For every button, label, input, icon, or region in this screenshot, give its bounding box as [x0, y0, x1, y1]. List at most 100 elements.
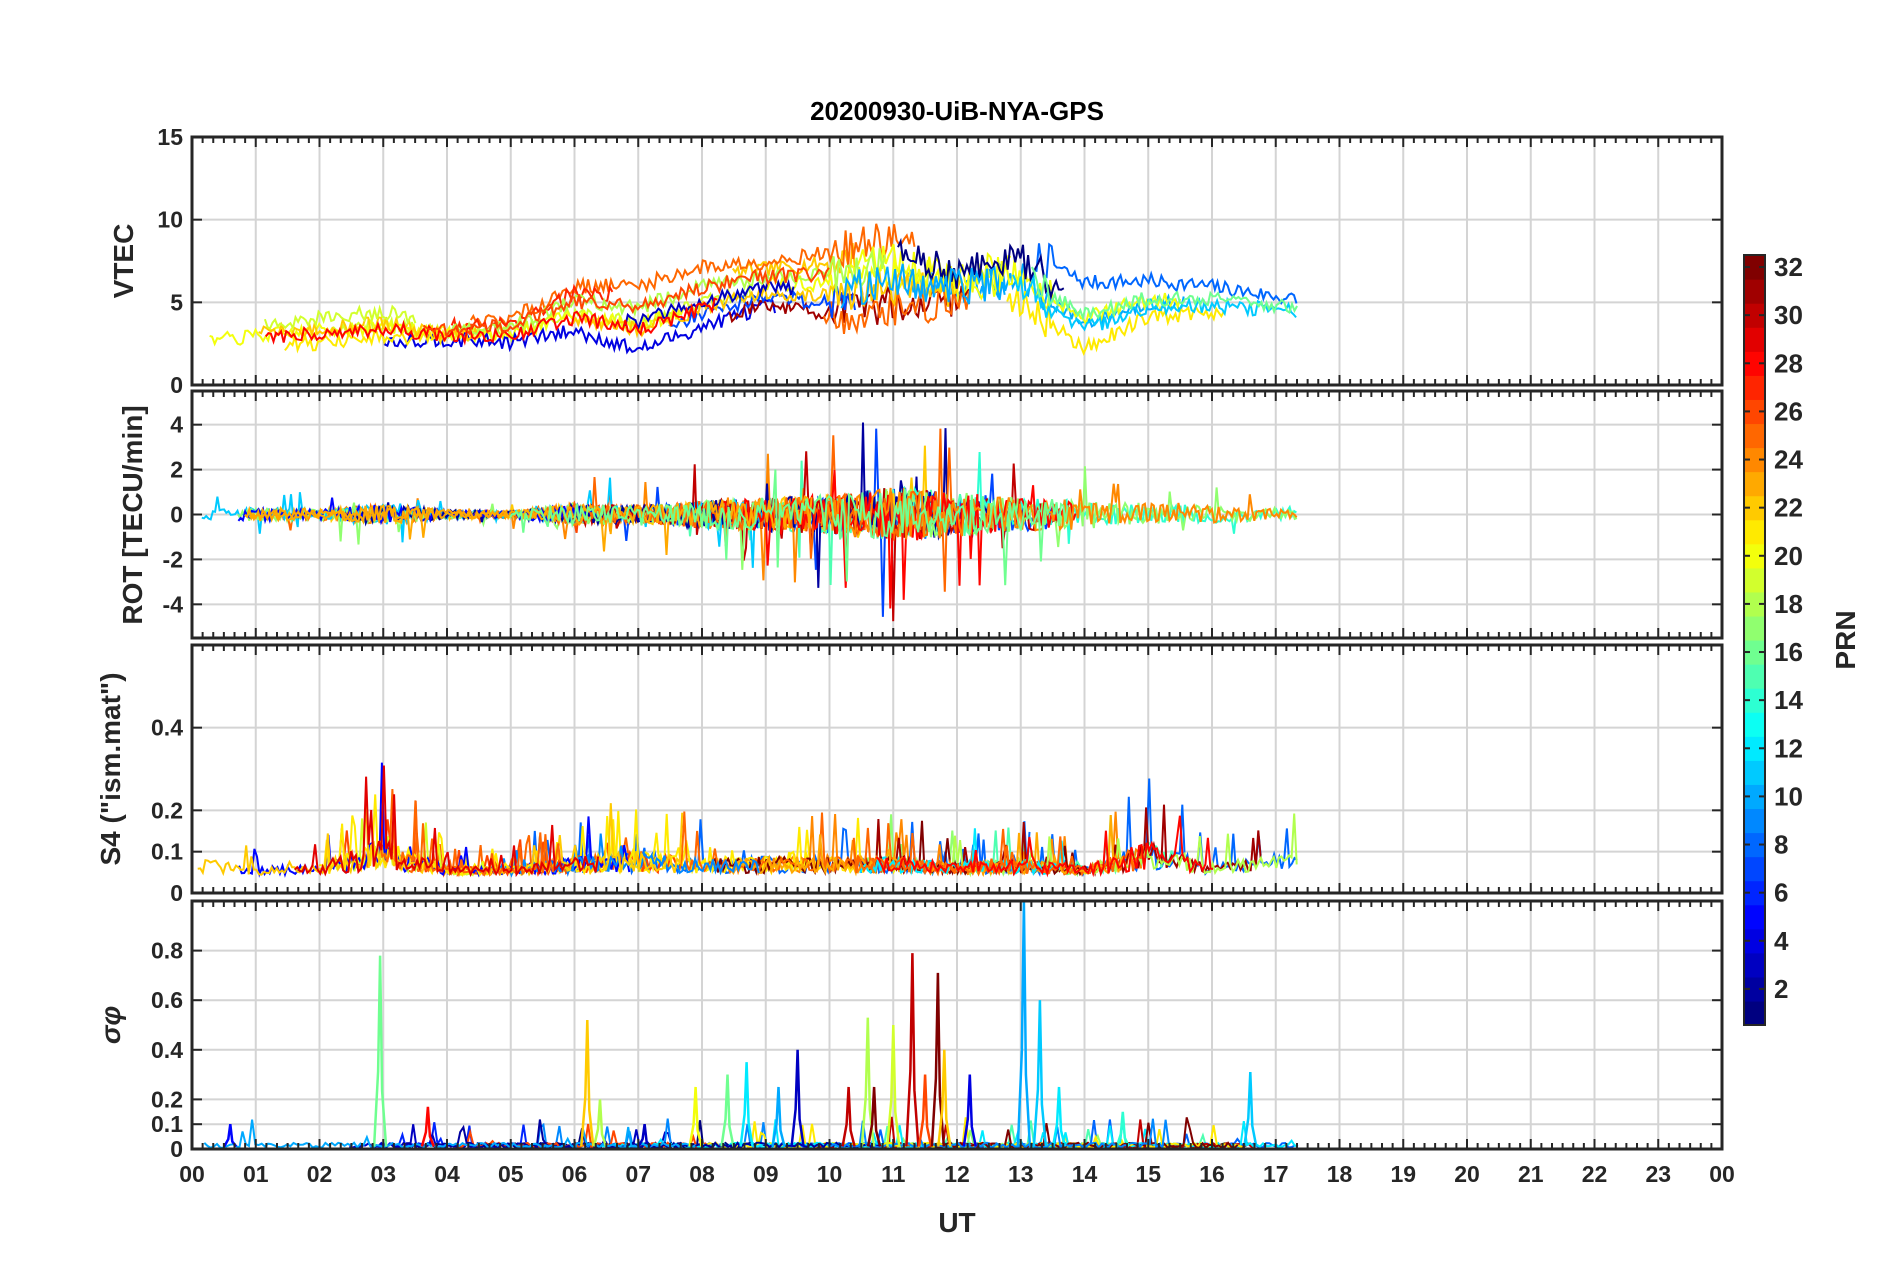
panel-sigma-phi: 00.10.2 0.4 0.6 0.8 σφ	[95, 899, 1724, 1162]
colorbar-band	[1744, 447, 1765, 473]
colorbar-tick-label: 4	[1774, 926, 1789, 956]
colorbar-band	[1744, 567, 1765, 593]
colorbar-band	[1744, 519, 1765, 545]
vtec-trace	[840, 263, 1006, 309]
panel-rot-ylabel: ROT [TECU/min]	[117, 405, 148, 624]
y-tick-label: -2	[163, 546, 183, 572]
colorbar-band	[1744, 832, 1765, 858]
chart-title: 20200930-UiB-NYA-GPS	[810, 96, 1104, 126]
y-tick-label: 10	[157, 207, 183, 233]
y-tick-label: 0.4	[151, 1037, 183, 1063]
colorbar-band	[1744, 423, 1765, 449]
sigma-phi-spike	[790, 1049, 805, 1147]
x-tick-label: 01	[243, 1161, 269, 1187]
panel-rot: -4 -2 0 2 4 ROT [TECU/min]	[117, 389, 1724, 640]
panel-s4: 0 0.1 0.2 0.4 S4 ("ism.mat")	[95, 643, 1724, 906]
x-tick-label: 05	[498, 1161, 524, 1187]
vtec-trace	[897, 237, 1065, 301]
panel-s4-traces	[197, 762, 1298, 878]
vtec-trace	[265, 297, 718, 346]
sigma-phi-spike	[739, 1062, 754, 1147]
sigma-phi-spike	[841, 1086, 856, 1147]
colorbar-band	[1744, 1000, 1765, 1026]
vtec-trace	[624, 278, 795, 332]
y-tick-label: 0	[170, 1136, 183, 1162]
y-tick-label: 0	[170, 880, 183, 906]
y-tick-label: 5	[170, 289, 183, 315]
panel-sigma-phi-frame	[190, 899, 1724, 1151]
vtec-trace	[822, 285, 970, 335]
vtec-trace	[567, 268, 965, 339]
panel-rot-traces	[201, 422, 1298, 622]
colorbar-band	[1744, 904, 1765, 930]
colorbar-band	[1744, 976, 1765, 1002]
vtec-trace	[422, 266, 830, 340]
colorbar-tick-label: 32	[1774, 252, 1803, 282]
x-tick-label: 00	[1709, 1161, 1735, 1187]
colorbar-band	[1744, 664, 1765, 689]
y-tick-label: 2	[170, 457, 183, 483]
sigma-phi-spike	[905, 953, 920, 1147]
sigma-phi-spike	[420, 1106, 436, 1147]
colorbar-band	[1744, 808, 1765, 834]
colorbar-tick-label: 30	[1774, 300, 1803, 330]
colorbar-band	[1744, 880, 1765, 906]
sigma-phi-spike	[917, 1074, 933, 1147]
sigma-phi-spike	[592, 1099, 608, 1147]
x-tick-label: 17	[1263, 1161, 1289, 1187]
colorbar-band	[1744, 471, 1765, 497]
vtec-trace	[1031, 266, 1298, 322]
colorbar-tick-label: 16	[1774, 637, 1803, 667]
x-tick-label: 03	[370, 1161, 396, 1187]
x-tick-label: 11	[881, 1161, 906, 1187]
vtec-trace	[445, 248, 886, 340]
sigma-phi-spike	[580, 1019, 595, 1147]
panel-s4-ylabel: S4 ("ism.mat")	[95, 672, 126, 865]
x-tick-label: 21	[1518, 1161, 1544, 1187]
panel-vtec-frame	[190, 135, 1724, 387]
colorbar-band	[1744, 928, 1765, 954]
colorbar-band	[1744, 736, 1765, 761]
x-tick-label: 06	[562, 1161, 588, 1187]
colorbar-band	[1744, 712, 1765, 737]
colorbar-band	[1744, 375, 1765, 400]
y-tick-label: 15	[157, 124, 183, 150]
y-tick-label: 4	[170, 412, 183, 438]
colorbar-frame	[1743, 254, 1766, 1026]
x-tick-label: 19	[1390, 1161, 1416, 1187]
panel-sigma-phi-ylabel: σφ	[95, 1006, 126, 1044]
y-tick-label: -4	[163, 591, 184, 617]
colorbar-band	[1744, 640, 1765, 665]
colorbar-band	[1744, 495, 1765, 521]
colorbar-tick-label: 8	[1774, 830, 1788, 860]
x-tick-label: 12	[944, 1161, 970, 1187]
panel-vtec-traces	[209, 223, 1298, 356]
sigma-phi-trace	[827, 1118, 1170, 1149]
sigma-phi-spike	[1243, 1072, 1258, 1147]
colorbar-band	[1744, 351, 1765, 376]
sigma-phi-spike	[688, 1086, 703, 1147]
y-tick-label: 0.6	[151, 987, 183, 1013]
colorbar-band	[1744, 615, 1765, 641]
colorbar-band	[1744, 303, 1765, 328]
colorbar-tick-label: 2	[1774, 974, 1788, 1004]
colorbar-band	[1744, 399, 1765, 425]
s4-trace	[875, 815, 1214, 878]
x-tick-label: 10	[817, 1161, 843, 1187]
vtec-trace	[1012, 274, 1297, 332]
panel-s4-frame	[190, 643, 1724, 895]
colorbar-band	[1744, 543, 1765, 569]
colorbar-tick-label: 12	[1774, 733, 1803, 763]
sigma-phi-spike	[866, 1086, 882, 1147]
colorbar-tick-label: 14	[1774, 685, 1803, 715]
rot-trace	[509, 469, 1069, 586]
y-tick-label: 0	[170, 502, 183, 528]
sigma-phi-spike	[886, 1024, 901, 1147]
colorbar-tick-label: 18	[1774, 589, 1803, 619]
colorbar-band	[1744, 688, 1765, 713]
vtec-trace	[381, 298, 776, 355]
sigma-phi-spike	[1051, 1086, 1067, 1147]
colorbar-tick-label: 28	[1774, 348, 1803, 378]
panel-vtec-ylabel: VTEC	[108, 224, 139, 299]
